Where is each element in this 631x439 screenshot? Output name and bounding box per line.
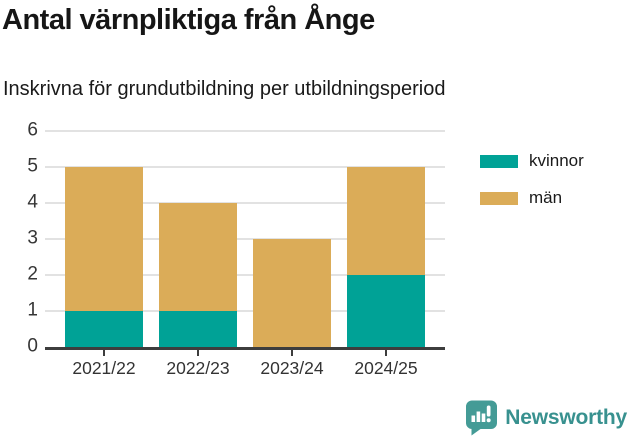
x-tick-label: 2024/25 (354, 358, 418, 378)
gridline (45, 310, 445, 312)
y-tick-label: 1 (27, 299, 38, 321)
bar-segment (159, 203, 237, 311)
brand-name: Newsworthy (505, 406, 627, 429)
x-tick-label: 2023/24 (260, 358, 324, 378)
legend-label: kvinnor (529, 151, 584, 170)
bar-segment (65, 311, 143, 347)
x-tick-label: 2022/23 (166, 358, 230, 378)
legend-swatch (480, 154, 518, 168)
y-tick-label: 0 (27, 335, 38, 357)
legend: kvinnor män (480, 151, 584, 225)
bar-segment (347, 167, 425, 275)
chart-subtitle: Inskrivna för grundutbildning per utbild… (3, 78, 446, 100)
chart-title: Antal värnpliktiga från Ånge (2, 4, 375, 36)
y-axis: 0 1 2 3 4 5 6 (0, 120, 38, 357)
gridline (45, 166, 445, 168)
x-axis: 2021/22 2022/23 2023/24 2024/25 (0, 350, 631, 390)
gridline (45, 274, 445, 276)
y-tick-label: 6 (27, 119, 38, 141)
x-axis-tick (385, 350, 387, 356)
x-axis-tick (103, 350, 105, 356)
legend-swatch (480, 191, 518, 205)
gridline (45, 202, 445, 204)
y-tick-label: 3 (27, 227, 38, 249)
y-tick-label: 4 (27, 191, 38, 213)
bar-segment (65, 167, 143, 311)
y-tick-label: 5 (27, 155, 38, 177)
legend-label: män (529, 188, 563, 207)
brand-footer: Newsworthy (465, 400, 627, 436)
bar-segment (159, 311, 237, 347)
y-tick-label: 2 (27, 263, 38, 285)
newsworthy-logo-icon (466, 400, 498, 436)
legend-item: män (480, 188, 584, 208)
legend-item: kvinnor (480, 151, 584, 171)
bar-segment (347, 275, 425, 347)
x-tick-label: 2021/22 (72, 358, 136, 378)
plot-area (45, 130, 445, 350)
x-axis-tick (291, 350, 293, 356)
x-axis-tick (197, 350, 199, 356)
bar-segment (253, 239, 331, 347)
gridline (45, 238, 445, 240)
gridline (45, 130, 445, 132)
